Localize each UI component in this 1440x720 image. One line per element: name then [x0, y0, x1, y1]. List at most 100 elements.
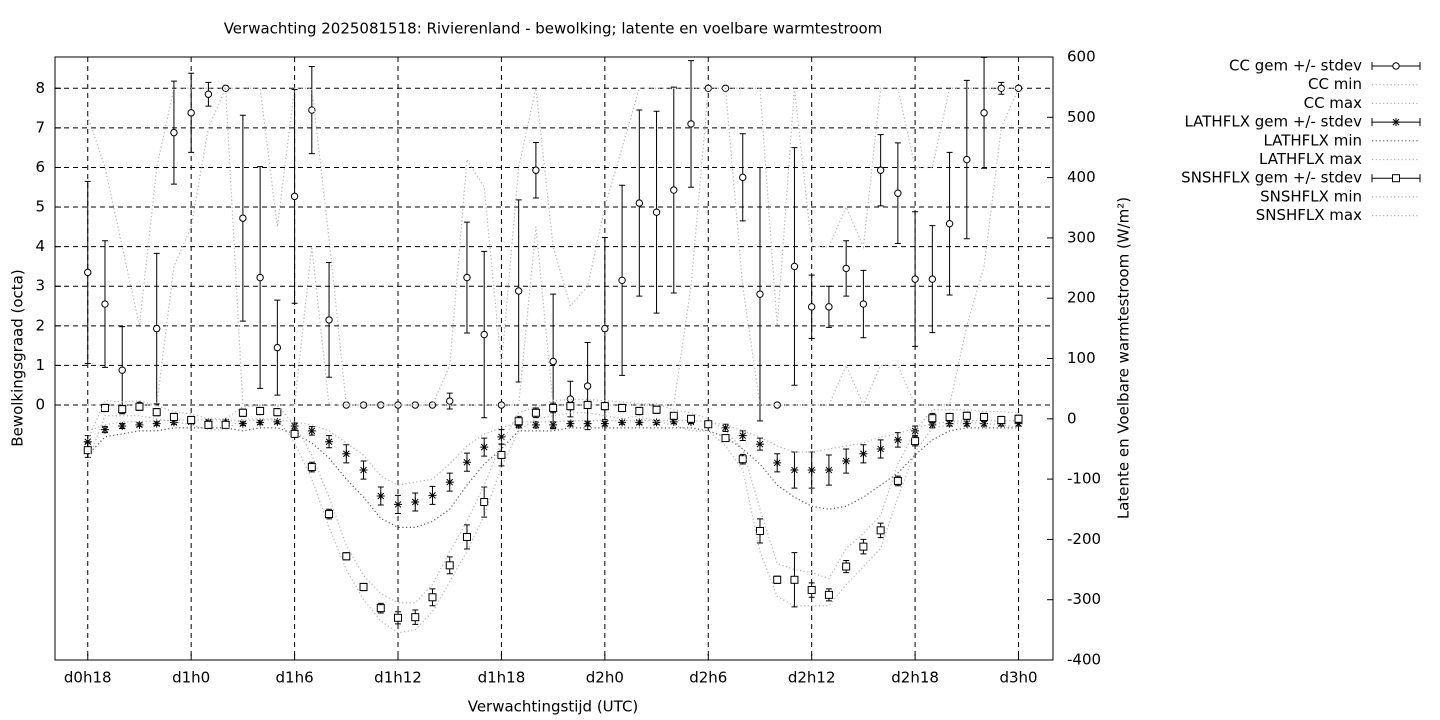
marker-circle: [859, 300, 868, 308]
marker-star: [376, 491, 385, 500]
marker-circle: [601, 324, 609, 333]
marker-square: [497, 450, 506, 459]
marker-star: [118, 422, 127, 431]
marker-circle: [187, 109, 195, 117]
marker-square: [842, 562, 851, 571]
marker-square: [394, 613, 403, 622]
marker-circle: [842, 264, 850, 273]
marker-circle: [342, 401, 350, 409]
marker-square: [566, 402, 575, 411]
marker-circle: [480, 330, 488, 339]
marker-circle: [687, 120, 695, 128]
marker-circle: [446, 397, 454, 405]
marker-square: [859, 542, 868, 551]
marker-circle: [876, 166, 885, 174]
marker-star: [842, 457, 851, 466]
range-line: [87, 427, 1019, 528]
marker-square: [480, 498, 489, 507]
marker-circle: [670, 186, 678, 194]
range-line: [87, 87, 1020, 407]
marker-star: [876, 444, 885, 453]
marker-circle: [239, 214, 247, 222]
marker-square: [256, 406, 265, 415]
marker-circle: [170, 128, 178, 137]
marker-star: [480, 443, 489, 452]
marker-star: [669, 417, 678, 426]
legend-label: SNSHFLX max: [1256, 206, 1362, 224]
marker-star: [169, 418, 178, 427]
marker-square: [273, 408, 282, 417]
legend-label: CC gem +/- stdev: [1229, 57, 1362, 75]
legend-label: LATHFLX min: [1263, 131, 1362, 149]
marker-square: [204, 420, 213, 429]
marker-circle: [101, 300, 109, 308]
x-tick-label: d1h12: [374, 669, 422, 687]
marker-star: [359, 466, 368, 475]
marker-circle: [583, 382, 592, 390]
marker-square: [618, 403, 627, 412]
legend-label: SNSHFLX min: [1260, 187, 1362, 205]
marker-square: [325, 510, 334, 519]
marker-star: [549, 420, 558, 429]
marker-star: [945, 419, 954, 428]
chart-title: Verwachting 2025081518: Rivierenland - b…: [224, 20, 883, 38]
marker-circle: [532, 166, 540, 174]
legend-marker: [1392, 174, 1400, 183]
y2-tick-label: 200: [1067, 289, 1096, 307]
marker-square: [169, 412, 178, 421]
range-line: [87, 87, 1019, 406]
y2-tick-label: -100: [1067, 470, 1101, 488]
marker-square: [704, 420, 713, 429]
marker-star: [307, 426, 316, 435]
y2-tick-label: -300: [1067, 590, 1101, 608]
marker-star: [807, 466, 816, 475]
marker-square: [583, 400, 592, 409]
marker-star: [928, 420, 937, 429]
y-tick-label: 0: [35, 396, 45, 414]
y2-tick-label: 500: [1067, 108, 1096, 126]
x-axis-label: Verwachtingstijd (UTC): [468, 698, 639, 716]
marker-circle: [273, 343, 282, 352]
marker-square: [187, 416, 196, 425]
marker-circle: [325, 316, 333, 324]
marker-circle: [980, 109, 988, 117]
marker-star: [428, 491, 437, 500]
marker-square: [221, 420, 230, 429]
marker-star: [394, 500, 403, 509]
marker-square: [100, 403, 109, 412]
y2-tick-label: -200: [1067, 530, 1101, 548]
y2-tick-label: 100: [1067, 349, 1096, 367]
marker-square: [342, 552, 351, 561]
marker-star: [83, 437, 92, 446]
marker-circle: [790, 262, 799, 271]
x-tick-label: d1h18: [478, 669, 526, 687]
marker-square: [876, 526, 885, 535]
marker-star: [583, 419, 592, 428]
y2-axis-label: Latente en Voelbare warmtestroom (W/m²): [1115, 197, 1133, 519]
y2-tick-label: 400: [1067, 168, 1096, 186]
marker-circle: [894, 189, 902, 197]
marker-circle: [290, 192, 299, 201]
marker-square: [83, 446, 92, 455]
marker-square: [549, 403, 558, 412]
legend-marker: [1392, 62, 1400, 70]
marker-circle: [308, 106, 316, 114]
y-tick-label: 2: [35, 316, 45, 334]
marker-square: [635, 406, 644, 415]
marker-circle: [652, 208, 661, 216]
x-tick-label: d2h12: [788, 669, 836, 687]
marker-circle: [618, 276, 626, 285]
marker-circle: [963, 155, 971, 164]
y-tick-label: 5: [35, 198, 45, 216]
marker-star: [531, 420, 540, 429]
legend-label: CC max: [1304, 94, 1363, 112]
marker-star: [411, 498, 420, 507]
y-tick-label: 8: [35, 79, 45, 97]
marker-star: [893, 435, 902, 444]
marker-star: [738, 431, 747, 440]
marker-star: [462, 458, 471, 467]
marker-star: [445, 478, 454, 487]
marker-square: [428, 593, 437, 602]
marker-circle: [204, 90, 213, 98]
